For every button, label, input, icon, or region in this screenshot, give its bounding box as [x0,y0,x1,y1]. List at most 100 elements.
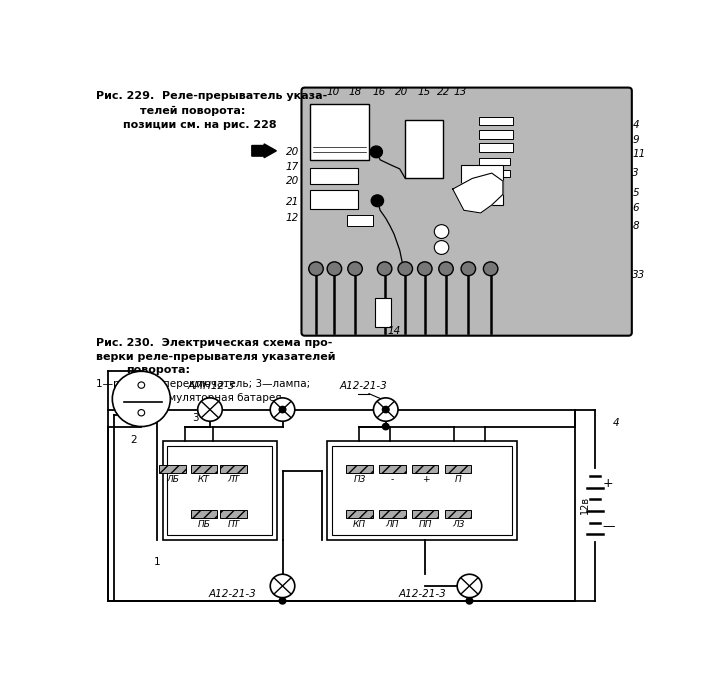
Circle shape [372,195,384,206]
Text: АМН12-3: АМН12-3 [188,381,235,391]
Text: 21: 21 [286,197,300,207]
Text: П: П [455,475,462,484]
Bar [163,442,277,540]
Bar [327,442,517,540]
Text: ЛП: ЛП [386,520,399,529]
Text: +: + [422,475,429,484]
Circle shape [279,406,286,413]
Text: -: - [391,475,394,484]
Bar [374,298,392,327]
Text: телей поворота:: телей поворота: [140,106,246,116]
Text: 9: 9 [632,135,639,145]
FancyArrow shape [252,144,276,158]
Text: П3: П3 [354,475,366,484]
Circle shape [466,598,473,604]
Text: 14: 14 [387,326,401,336]
Text: 22: 22 [436,86,450,97]
Text: 13: 13 [454,86,467,97]
Text: А12-21-3: А12-21-3 [398,589,446,599]
Bar [461,165,503,205]
Circle shape [461,262,476,276]
Circle shape [309,262,323,276]
Text: 1: 1 [153,557,161,566]
Bar [220,510,246,518]
Bar [445,465,472,473]
Bar [346,510,373,518]
Text: позиции см. на рис. 228: позиции см. на рис. 228 [124,120,277,130]
Text: Рис. 229.  Реле-прерыватель указа-: Рис. 229. Реле-прерыватель указа- [96,91,327,101]
Text: 4—аккумуляторная батарея: 4—аккумуляторная батарея [126,393,282,403]
Bar [480,170,510,177]
Circle shape [348,262,362,276]
Bar [480,144,513,152]
Bar [480,130,513,139]
Circle shape [279,598,286,604]
Text: 6: 6 [632,203,639,213]
Bar [310,190,358,208]
Text: 3: 3 [632,168,639,178]
Text: верки реле-прерывателя указателей: верки реле-прерывателя указателей [96,352,335,362]
FancyBboxPatch shape [302,88,632,336]
Circle shape [198,398,222,421]
Circle shape [138,410,145,416]
Text: 5: 5 [632,188,639,198]
Bar [480,158,510,165]
Text: 2: 2 [130,435,137,444]
Text: Л3: Л3 [452,520,464,529]
Circle shape [112,371,171,426]
Circle shape [398,262,413,276]
Text: ЛБ: ЛБ [166,475,179,484]
Bar [480,117,513,126]
Bar [310,168,358,184]
Circle shape [377,262,392,276]
Bar [413,465,438,473]
Circle shape [434,225,449,239]
Circle shape [138,382,145,388]
Text: 1—реле; 2—переключатель; 3—лампа;: 1—реле; 2—переключатель; 3—лампа; [96,379,310,388]
Bar [191,465,217,473]
Text: 15: 15 [417,86,431,97]
Text: 10: 10 [326,86,339,97]
Text: 20: 20 [286,176,300,186]
Text: 20: 20 [395,86,408,97]
Bar [413,510,438,518]
Text: 17: 17 [286,161,300,172]
Text: 18: 18 [349,86,362,97]
Circle shape [434,241,449,255]
Text: ПТ: ПТ [228,520,240,529]
Bar [346,465,373,473]
Polygon shape [453,173,503,213]
Circle shape [418,262,432,276]
Circle shape [270,574,294,598]
Circle shape [382,406,389,413]
Text: +: + [602,477,613,491]
Text: 3: 3 [192,413,199,422]
Text: Рис. 230.  Электрическая схема про-: Рис. 230. Электрическая схема про- [96,338,332,348]
Circle shape [382,424,389,430]
Circle shape [370,146,382,158]
Text: 12: 12 [286,213,300,224]
Bar [310,104,369,160]
Bar [379,510,405,518]
Bar [379,465,405,473]
Text: 16: 16 [372,86,386,97]
Text: 33: 33 [632,270,646,280]
Text: КТ: КТ [198,475,210,484]
Text: КП: КП [353,520,366,529]
Circle shape [438,262,454,276]
Bar [332,446,513,535]
Text: А12-21-3: А12-21-3 [208,589,256,599]
Text: 11: 11 [632,149,646,159]
Text: ПП: ПП [418,520,432,529]
Bar [191,510,217,518]
Bar [445,510,472,518]
Bar [167,446,272,535]
Text: 20: 20 [286,147,300,157]
Circle shape [374,398,398,421]
Bar [220,465,246,473]
Bar [405,120,444,179]
Text: 12в: 12в [580,496,590,514]
Bar [159,465,186,473]
Text: 8: 8 [632,221,639,231]
Circle shape [483,262,498,276]
